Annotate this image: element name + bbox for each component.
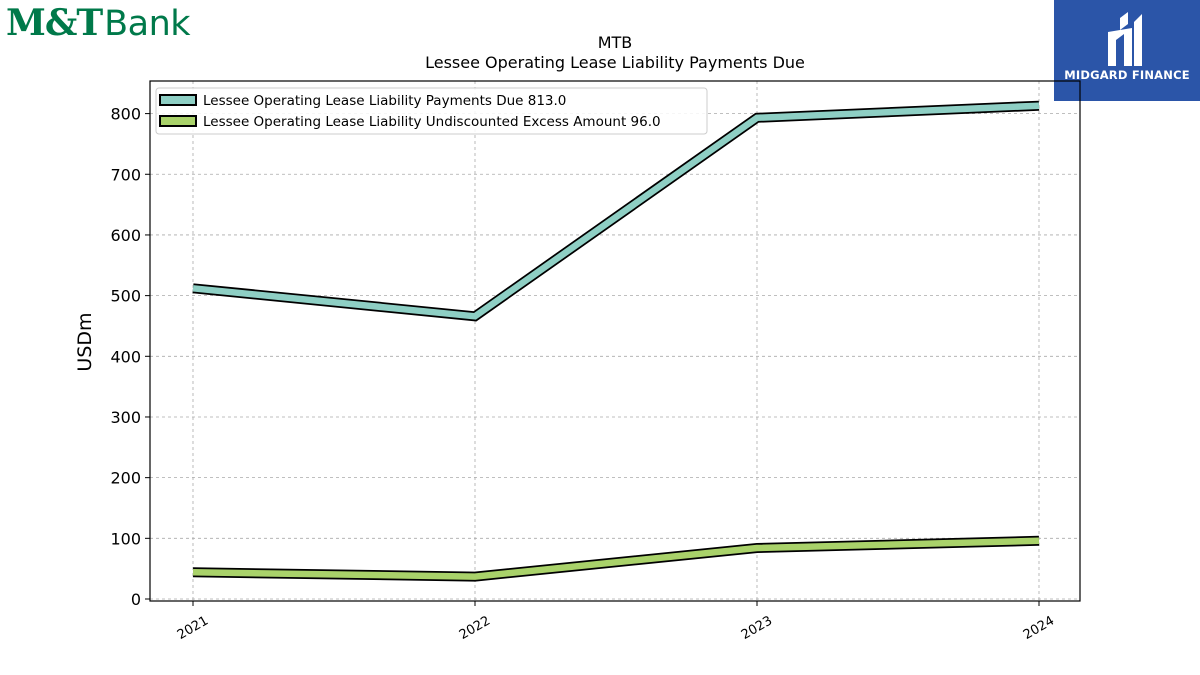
brand-logo: M&TBank (6, 2, 191, 44)
y-axis-ticks: 0 100 200 300 400 500 600 700 800 (110, 105, 150, 609)
legend-swatch (159, 94, 197, 106)
legend-box (155, 87, 708, 135)
y-tick-label: 200 (110, 469, 141, 488)
legend-swatch (159, 115, 197, 127)
y-tick-label: 100 (110, 529, 141, 548)
watermark-text: MIDGARD FINANCE (1064, 68, 1190, 82)
x-axis-ticks: 2021 2022 2023 2024 (175, 601, 1057, 643)
midgard-emblem-icon (1108, 12, 1142, 66)
legend-label: Lessee Operating Lease Liability Undisco… (203, 114, 661, 130)
x-tick-label: 2022 (457, 613, 493, 643)
series-line (192, 537, 1040, 580)
series-lines (192, 100, 1040, 582)
y-tick-label: 700 (110, 165, 141, 184)
legend: Lessee Operating Lease Liability Payment… (155, 87, 708, 135)
series-2 (192, 535, 1040, 582)
brand-logo-light: Bank (104, 4, 191, 44)
y-tick-label: 500 (110, 287, 141, 306)
chart-title: MTB (598, 33, 633, 52)
x-tick-label: 2023 (739, 613, 775, 643)
y-tick-label: 800 (110, 105, 141, 124)
plot-frame (149, 80, 1081, 602)
y-tick-label: 0 (131, 590, 141, 609)
watermark-logo: MIDGARD FINANCE (1054, 0, 1200, 101)
grid-lines (150, 81, 1080, 601)
x-tick-label: 2021 (175, 613, 211, 643)
chart-subtitle: Lessee Operating Lease Liability Payment… (425, 53, 805, 72)
y-axis-label: USDm (74, 312, 96, 371)
series-1 (192, 100, 1040, 322)
y-tick-label: 300 (110, 408, 141, 427)
x-tick-label: 2024 (1021, 613, 1057, 643)
y-tick-label: 600 (110, 226, 141, 245)
series-line (192, 102, 1040, 320)
legend-label: Lessee Operating Lease Liability Payment… (203, 93, 566, 109)
series-line-outline (192, 100, 1040, 322)
brand-logo-bold: M&T (6, 2, 103, 44)
y-tick-label: 400 (110, 347, 141, 366)
